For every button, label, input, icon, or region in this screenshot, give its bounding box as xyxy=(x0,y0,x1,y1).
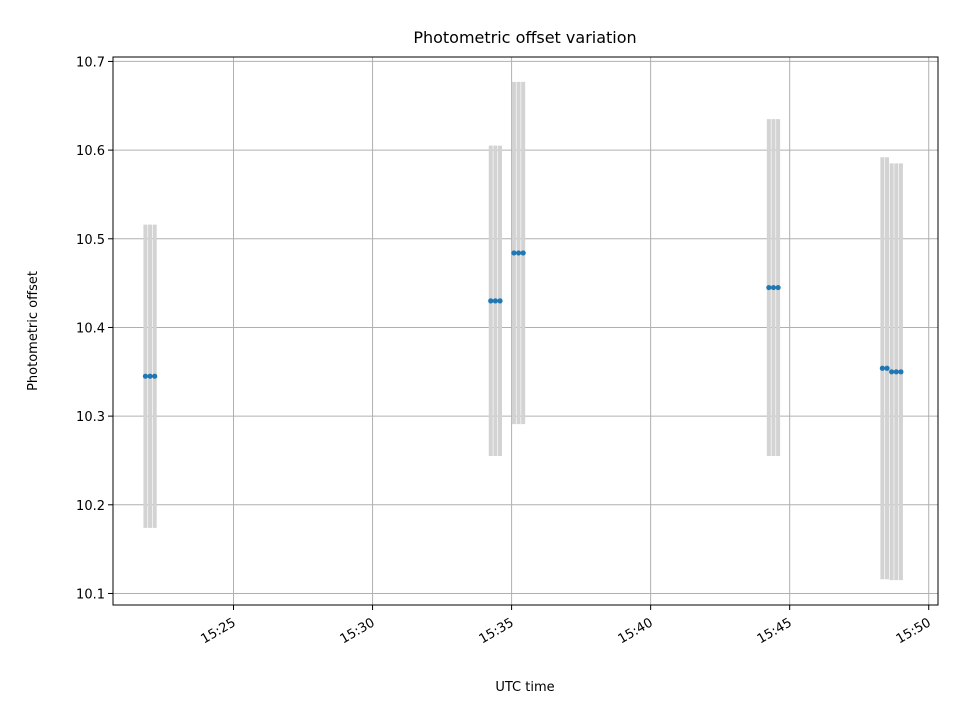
data-point xyxy=(488,298,494,304)
data-point xyxy=(775,284,781,291)
data-point xyxy=(520,250,526,256)
chart-title: Photometric offset variation xyxy=(413,28,636,47)
y-tick-label: 10.5 xyxy=(76,233,105,248)
data-point xyxy=(766,284,772,291)
x-tick-label: 15:40 xyxy=(616,615,656,647)
data-point xyxy=(770,284,777,291)
data-point xyxy=(515,250,522,256)
y-tick-label: 10.1 xyxy=(76,587,105,602)
y-tick-label: 10.6 xyxy=(76,144,105,159)
data-point xyxy=(142,373,149,379)
error-bars xyxy=(143,81,903,581)
x-tick-label: 15:25 xyxy=(199,615,239,647)
grid xyxy=(113,57,938,605)
data-point xyxy=(147,373,153,379)
y-tick-label: 10.3 xyxy=(76,410,105,425)
x-tick-label: 15:35 xyxy=(477,615,517,647)
y-tick-label: 10.2 xyxy=(76,499,105,514)
x-tick-label: 15:30 xyxy=(338,615,378,647)
axis-ticks: 15:25 15:30 15:35 15:40 15:45 15:50 10.1 10.2 10… xyxy=(76,55,934,647)
data-point xyxy=(497,298,503,304)
y-tick-label: 10.7 xyxy=(76,55,105,70)
data-point xyxy=(879,365,885,371)
data-point xyxy=(152,373,158,379)
x-tick-label: 15:45 xyxy=(755,615,795,647)
data-points xyxy=(142,250,904,379)
x-tick-label: 15:50 xyxy=(894,615,934,647)
data-point xyxy=(893,369,899,375)
y-axis-label: Photometric offset xyxy=(26,271,41,391)
data-point xyxy=(511,250,517,256)
plot-frame xyxy=(112,56,939,606)
data-point xyxy=(884,365,890,371)
data-point xyxy=(492,298,498,304)
data-point xyxy=(889,369,895,375)
y-tick-label: 10.4 xyxy=(76,321,105,336)
x-axis-label: UTC time xyxy=(495,680,554,695)
data-point xyxy=(898,369,904,375)
